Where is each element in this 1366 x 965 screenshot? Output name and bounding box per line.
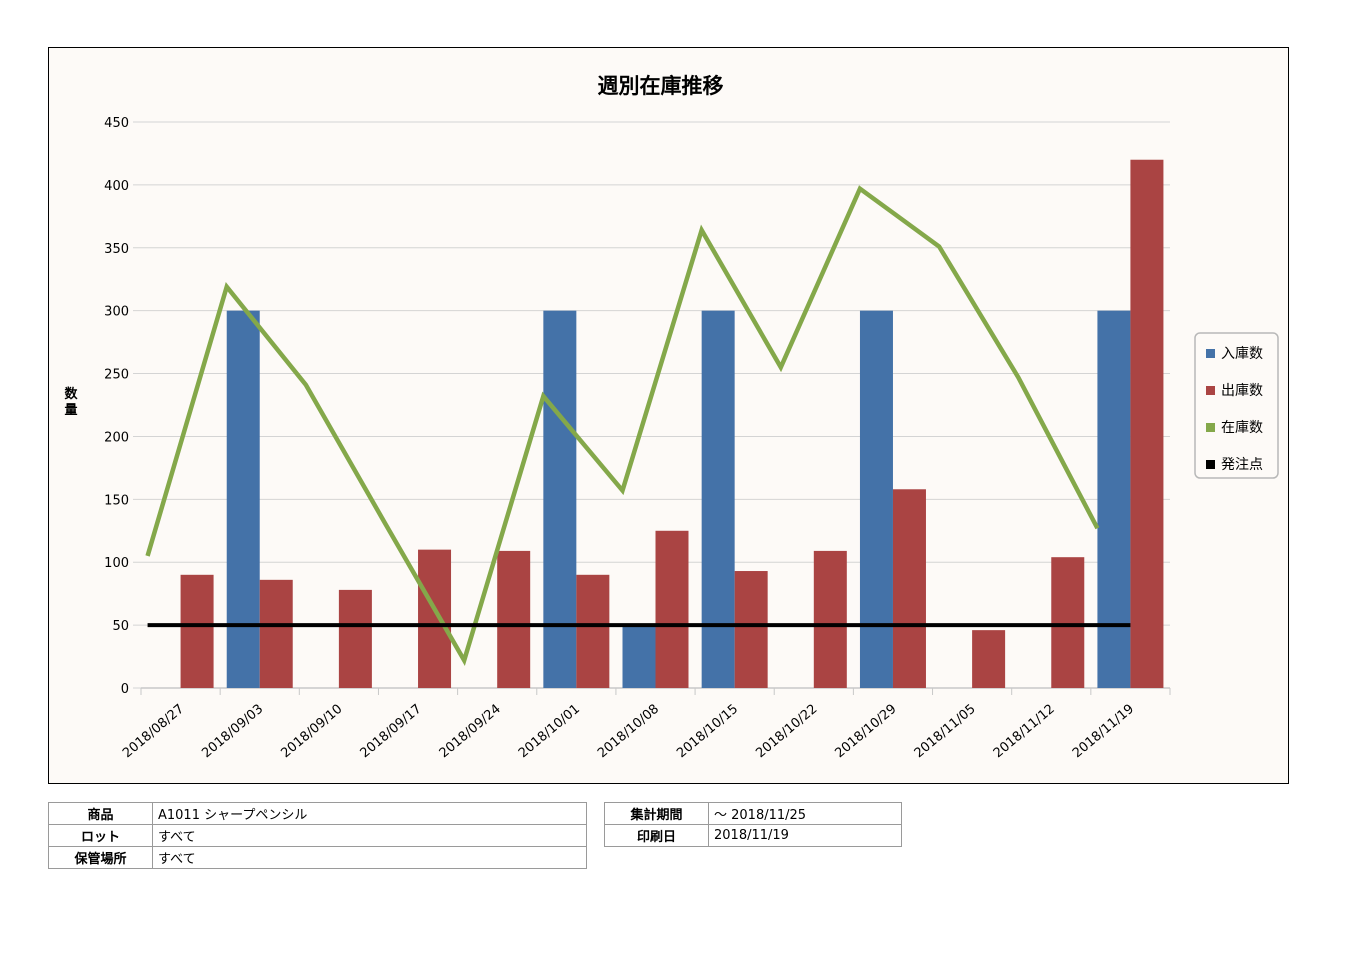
legend-swatch — [1206, 349, 1215, 358]
bar — [418, 549, 452, 688]
legend-label: 出庫数 — [1221, 382, 1263, 399]
lot-value: すべて — [152, 824, 587, 847]
y-tick-label: 100 — [104, 556, 129, 571]
lot-label: ロット — [48, 824, 153, 847]
bar — [259, 579, 293, 688]
bar — [813, 550, 847, 688]
info-row-product: 商品 A1011 シャープペンシル — [48, 802, 587, 825]
legend-swatch — [1206, 460, 1215, 469]
x-tick-label: 2018/09/10 — [278, 702, 345, 762]
x-tick-label: 2018/10/01 — [516, 702, 583, 762]
info-row-print-date: 印刷日 2018/11/19 — [604, 824, 902, 847]
x-tick-label: 2018/11/19 — [1070, 702, 1137, 762]
x-tick-label: 2018/10/29 — [832, 702, 899, 762]
legend-box — [1194, 332, 1279, 479]
bar — [655, 530, 689, 688]
y-tick-label: 150 — [104, 493, 129, 508]
bar — [543, 310, 577, 688]
bar — [859, 310, 893, 688]
chart-svg: 週別在庫推移 0 50 100 150 200 250 300 350 400 450 数量 2018/… — [64, 74, 1279, 762]
info-row-period: 集計期間 ～ 2018/11/25 — [604, 802, 902, 825]
bar — [1051, 557, 1085, 688]
legend-swatch — [1206, 423, 1215, 432]
legend-swatch — [1206, 386, 1215, 395]
y-tick-label: 450 — [104, 116, 129, 131]
bar — [892, 489, 926, 688]
y-tick-label: 250 — [104, 368, 129, 383]
period-label: 集計期間 — [604, 802, 709, 825]
x-tick-label: 2018/10/22 — [753, 702, 820, 762]
print-date-value: 2018/11/19 — [708, 824, 902, 847]
print-date-label: 印刷日 — [604, 824, 709, 847]
period-value: ～ 2018/11/25 — [708, 802, 902, 825]
chart-frame: 週別在庫推移 0 50 100 150 200 250 300 350 400 450 数量 2018/… — [48, 47, 1289, 784]
bar — [338, 589, 372, 688]
y-tick-label: 300 — [104, 305, 129, 320]
info-row-location: 保管場所 すべて — [48, 846, 587, 869]
x-tick-label: 2018/09/24 — [437, 702, 504, 762]
product-value: A1011 シャープペンシル — [152, 802, 587, 825]
series-line — [145, 185, 1100, 666]
x-tick-label: 2018/10/15 — [674, 702, 741, 762]
bar — [734, 571, 768, 688]
x-tick-label: 2018/09/03 — [199, 702, 266, 762]
bar — [701, 310, 735, 688]
x-tick-label: 2018/11/05 — [912, 702, 979, 762]
y-tick-label: 400 — [104, 179, 129, 194]
y-tick-label: 50 — [112, 619, 129, 634]
bar — [226, 310, 260, 688]
legend-label: 発注点 — [1221, 457, 1263, 473]
product-label: 商品 — [48, 802, 153, 825]
location-value: すべて — [152, 846, 587, 869]
legend-label: 入庫数 — [1221, 345, 1263, 362]
legend-label: 在庫数 — [1221, 419, 1263, 436]
info-table-left: 商品 A1011 シャープペンシル ロット すべて 保管場所 すべて — [48, 802, 587, 869]
lines — [145, 185, 1131, 666]
bar — [622, 625, 656, 688]
bar — [180, 574, 214, 688]
bar — [1130, 159, 1164, 688]
x-tick-label: 2018/08/27 — [120, 702, 187, 762]
bar — [1097, 310, 1131, 688]
y-axis-label: 数量 — [64, 386, 78, 418]
x-tick-label: 2018/09/17 — [358, 702, 425, 762]
x-tick-label: 2018/10/08 — [595, 702, 662, 762]
location-label: 保管場所 — [48, 846, 153, 869]
bar — [497, 550, 531, 688]
bar — [972, 630, 1006, 688]
y-tick-label: 0 — [121, 682, 129, 697]
x-tick-label: 2018/11/12 — [991, 702, 1058, 762]
bar — [576, 574, 610, 688]
chart-title: 週別在庫推移 — [598, 74, 724, 98]
info-row-lot: ロット すべて — [48, 824, 587, 847]
y-tick-label: 200 — [104, 430, 129, 445]
info-table-right: 集計期間 ～ 2018/11/25 印刷日 2018/11/19 — [604, 802, 902, 847]
y-tick-label: 350 — [104, 242, 129, 257]
